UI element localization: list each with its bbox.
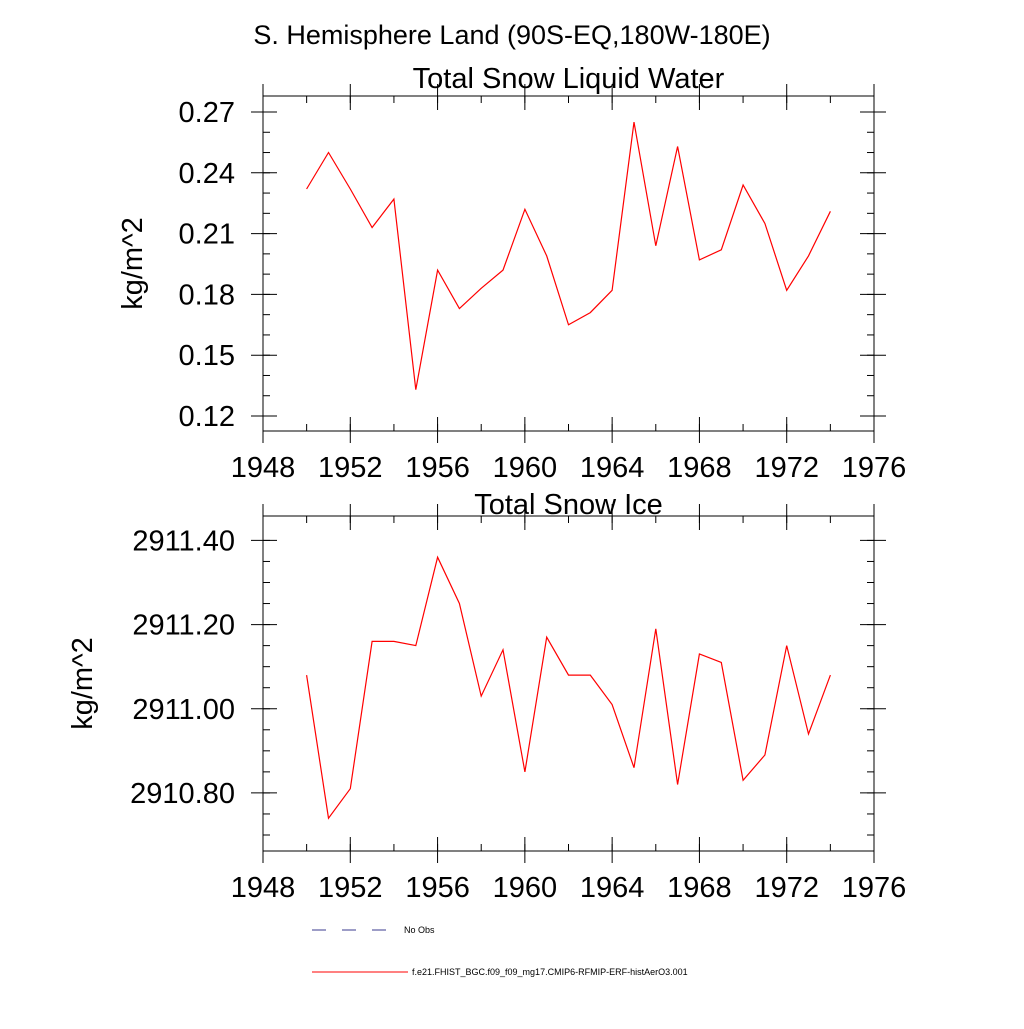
- x-tick-label: 1948: [231, 872, 296, 904]
- x-tick-label: 1960: [493, 872, 558, 904]
- x-tick-label: 1964: [580, 872, 645, 904]
- y-tick-label: 0.21: [179, 219, 235, 251]
- y-tick-label: 0.12: [179, 401, 235, 433]
- x-tick-label: 1964: [580, 452, 645, 484]
- x-tick-label: 1968: [667, 452, 732, 484]
- y-axis-label: kg/m^2: [117, 217, 149, 310]
- y-tick-label: 0.15: [179, 340, 235, 372]
- panel-snow-ice: Total Snow Ice kg/m^2 2910.802911.002911…: [67, 489, 906, 904]
- y-axis-label: kg/m^2: [67, 637, 99, 730]
- legend: No Obs f.e21.FHIST_BGC.f09_f09_mg17.CMIP…: [312, 925, 688, 977]
- y-tick-label: 2910.80: [130, 778, 235, 810]
- panel-snow-liquid-water: Total Snow Liquid Water kg/m^2 0.12 0.15 0…: [117, 63, 906, 484]
- x-tick-label: 1972: [754, 872, 819, 904]
- y-tick-label: 2911.20: [132, 610, 235, 642]
- x-tick-label: 1968: [667, 872, 732, 904]
- y-tick-label: 0.24: [179, 158, 235, 190]
- x-tick-label: 1956: [405, 452, 470, 484]
- series-line: [306, 555, 831, 820]
- x-tick-label: 1976: [842, 452, 907, 484]
- x-tick-label: 1976: [842, 872, 907, 904]
- plot-frame: [262, 515, 875, 852]
- x-tick-label: 1960: [493, 452, 558, 484]
- x-tick-label: 1972: [754, 452, 819, 484]
- y-tick-label: 0.18: [179, 279, 235, 311]
- legend-label-no-obs: No Obs: [404, 925, 435, 935]
- plot-frame: [262, 95, 875, 432]
- y-tick-label: 2911.40: [132, 525, 235, 557]
- legend-label-model-run: f.e21.FHIST_BGC.f09_f09_mg17.CMIP6-RFMIP…: [412, 967, 688, 977]
- y-tick-label: 2911.00: [132, 694, 235, 726]
- x-tick-label: 1948: [231, 452, 296, 484]
- x-tick-label: 1952: [318, 452, 383, 484]
- panel-title: Total Snow Liquid Water: [413, 63, 725, 95]
- figure-title: S. Hemisphere Land (90S-EQ,180W-180E): [253, 20, 770, 50]
- y-tick-label: 0.27: [179, 97, 235, 129]
- series-line: [306, 121, 831, 390]
- x-tick-label: 1952: [318, 872, 383, 904]
- x-tick-label: 1956: [405, 872, 470, 904]
